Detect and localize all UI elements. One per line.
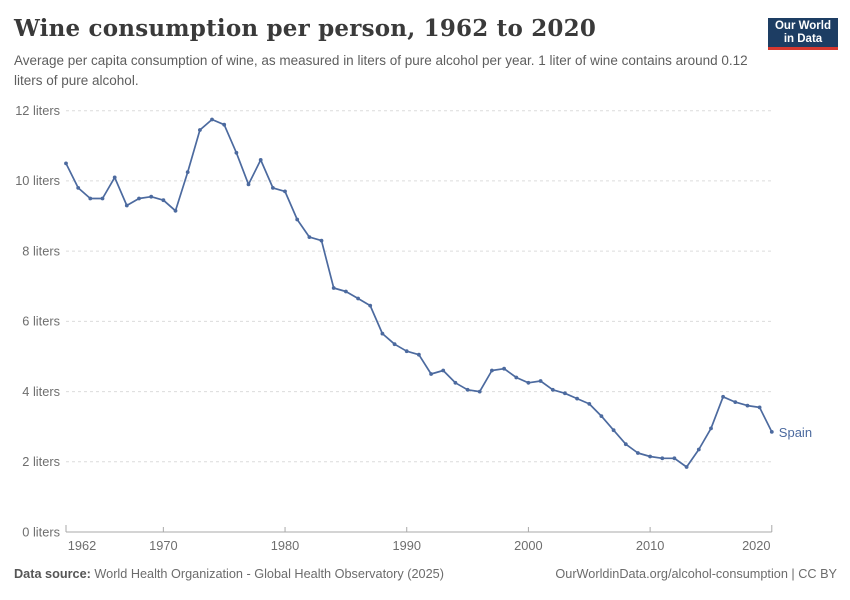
data-point bbox=[648, 454, 652, 459]
data-point bbox=[672, 456, 677, 461]
data-point bbox=[380, 331, 385, 336]
data-point bbox=[283, 189, 287, 194]
chart-footer: Data source: World Health Organization -… bbox=[14, 567, 837, 581]
owid-logo[interactable]: Our World in Data bbox=[768, 18, 838, 50]
data-point bbox=[112, 175, 117, 180]
entity-label-spain[interactable]: Spain bbox=[779, 425, 812, 440]
data-point bbox=[745, 403, 750, 408]
data-point bbox=[271, 186, 275, 190]
data-point bbox=[709, 426, 713, 431]
data-point bbox=[307, 235, 312, 240]
data-point bbox=[538, 379, 543, 383]
data-point bbox=[319, 238, 324, 243]
data-point bbox=[222, 122, 227, 127]
data-point bbox=[368, 303, 373, 308]
data-point bbox=[769, 430, 774, 434]
data-point bbox=[344, 289, 348, 294]
y-axis-tick-label: 12 liters bbox=[15, 103, 60, 118]
data-point bbox=[490, 368, 494, 373]
footer-datasource: Data source: World Health Organization -… bbox=[14, 567, 444, 581]
data-point bbox=[161, 198, 166, 203]
data-point bbox=[429, 372, 433, 376]
data-point bbox=[137, 196, 141, 201]
y-axis-tick-label: 10 liters bbox=[15, 173, 60, 188]
data-point bbox=[76, 186, 81, 190]
data-point bbox=[757, 405, 762, 410]
data-point bbox=[88, 196, 93, 201]
data-point bbox=[599, 414, 604, 418]
x-axis-tick-label: 2020 bbox=[742, 538, 770, 553]
y-axis-tick-label: 6 liters bbox=[22, 314, 60, 329]
data-point bbox=[149, 194, 154, 199]
footer-datasource-label: Data source: bbox=[14, 567, 91, 581]
data-point bbox=[721, 394, 725, 399]
data-point bbox=[526, 380, 531, 385]
data-point bbox=[198, 128, 202, 132]
y-axis-tick-label: 0 liters bbox=[22, 524, 60, 539]
data-point bbox=[173, 208, 178, 213]
x-axis-tick-label: 1990 bbox=[392, 538, 420, 553]
data-point bbox=[453, 380, 458, 385]
x-axis-tick-label: 2000 bbox=[514, 538, 542, 553]
footer-citation-link[interactable]: OurWorldinData.org/alcohol-consumption |… bbox=[555, 567, 837, 581]
data-point bbox=[587, 402, 592, 406]
data-point bbox=[563, 391, 567, 396]
data-point bbox=[514, 375, 519, 380]
data-point bbox=[258, 158, 263, 162]
data-point bbox=[185, 170, 190, 174]
data-point bbox=[124, 203, 129, 208]
data-line-spain bbox=[65, 118, 773, 468]
data-point bbox=[575, 396, 579, 401]
line-chart-svg: 0 liters 2 liters 4 liters 6 liters 8 liters… bbox=[15, 103, 812, 553]
data-point bbox=[404, 349, 409, 354]
data-point bbox=[356, 296, 360, 301]
data-point bbox=[477, 389, 482, 394]
x-axis-tick-label: 1962 bbox=[68, 538, 96, 553]
owid-logo-line1: Our World bbox=[774, 19, 831, 32]
y-axis-tick-label: 2 liters bbox=[22, 454, 60, 469]
x-axis-tick-label: 1980 bbox=[271, 538, 299, 553]
data-point bbox=[210, 117, 214, 122]
data-point bbox=[234, 150, 239, 155]
owid-logo-line2: in Data bbox=[783, 32, 823, 45]
data-point bbox=[636, 451, 640, 455]
data-point bbox=[246, 182, 251, 187]
data-point bbox=[392, 342, 397, 347]
chart-subtitle: Average per capita consumption of wine, … bbox=[14, 53, 748, 88]
data-point bbox=[733, 400, 738, 404]
data-point bbox=[331, 286, 336, 290]
data-point bbox=[295, 217, 300, 222]
data-point bbox=[502, 366, 506, 371]
data-point bbox=[465, 387, 470, 392]
page-title: Wine consumption per person, 1962 to 202… bbox=[14, 15, 597, 42]
data-point bbox=[623, 442, 628, 447]
footer-datasource-text: World Health Organization - Global Healt… bbox=[94, 567, 444, 581]
y-axis-tick-label: 4 liters bbox=[22, 384, 60, 399]
data-point bbox=[441, 368, 446, 373]
data-point bbox=[64, 161, 68, 166]
data-point bbox=[684, 465, 689, 469]
data-point bbox=[100, 196, 105, 201]
data-point bbox=[660, 456, 665, 461]
data-point bbox=[696, 447, 701, 452]
data-point bbox=[611, 428, 616, 433]
data-point bbox=[550, 387, 555, 392]
x-axis-tick-label: 1970 bbox=[149, 538, 177, 553]
data-point bbox=[417, 352, 421, 357]
x-axis-tick-label: 2010 bbox=[636, 538, 664, 553]
y-axis-tick-label: 8 liters bbox=[22, 243, 60, 258]
